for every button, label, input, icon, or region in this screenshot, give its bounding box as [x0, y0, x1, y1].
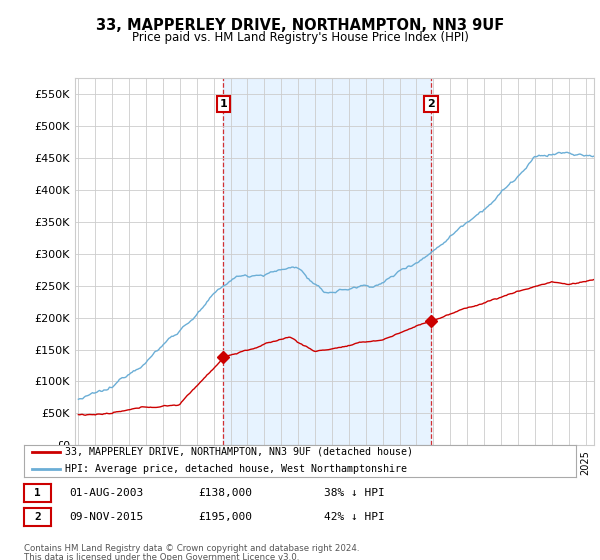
- Text: 1: 1: [220, 99, 227, 109]
- Text: 09-NOV-2015: 09-NOV-2015: [69, 512, 143, 521]
- Text: 42% ↓ HPI: 42% ↓ HPI: [324, 512, 385, 521]
- Text: Price paid vs. HM Land Registry's House Price Index (HPI): Price paid vs. HM Land Registry's House …: [131, 31, 469, 44]
- Text: 38% ↓ HPI: 38% ↓ HPI: [324, 488, 385, 497]
- Text: £138,000: £138,000: [198, 488, 252, 497]
- Text: 2: 2: [427, 99, 435, 109]
- Text: 33, MAPPERLEY DRIVE, NORTHAMPTON, NN3 9UF: 33, MAPPERLEY DRIVE, NORTHAMPTON, NN3 9U…: [96, 18, 504, 33]
- Text: 1: 1: [34, 488, 41, 498]
- Text: Contains HM Land Registry data © Crown copyright and database right 2024.: Contains HM Land Registry data © Crown c…: [24, 544, 359, 553]
- Text: £195,000: £195,000: [198, 512, 252, 521]
- Text: 2: 2: [34, 512, 41, 522]
- Text: This data is licensed under the Open Government Licence v3.0.: This data is licensed under the Open Gov…: [24, 553, 299, 560]
- Text: 01-AUG-2003: 01-AUG-2003: [69, 488, 143, 497]
- Text: HPI: Average price, detached house, West Northamptonshire: HPI: Average price, detached house, West…: [65, 464, 407, 474]
- Text: 33, MAPPERLEY DRIVE, NORTHAMPTON, NN3 9UF (detached house): 33, MAPPERLEY DRIVE, NORTHAMPTON, NN3 9U…: [65, 447, 413, 457]
